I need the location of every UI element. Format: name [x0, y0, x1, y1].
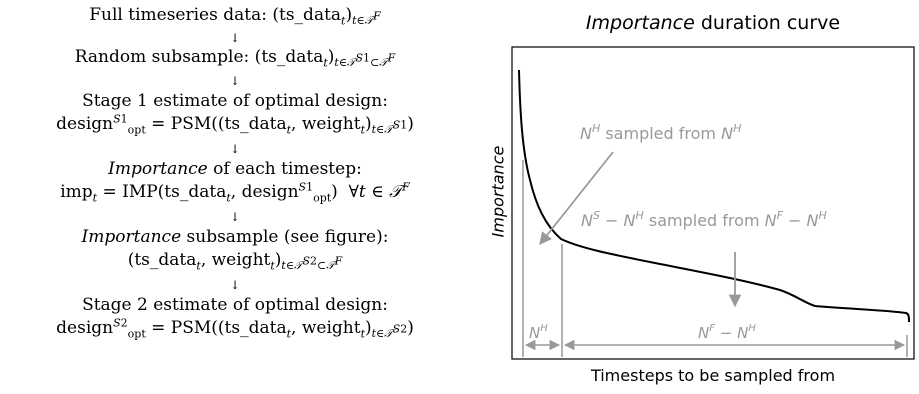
importance-subsample-rest: subsample (see figure):: [181, 227, 389, 247]
step-stage2-heading: Stage 2 estimate of optimal design:: [82, 295, 388, 315]
flow-arrow: ↓: [229, 278, 241, 292]
span-label-nh: NH: [529, 323, 548, 342]
figure-title-rest: duration curve: [694, 12, 841, 34]
importance-rest: of each timestep:: [207, 159, 362, 179]
span-label-nf-nh: NF − NH: [698, 323, 756, 342]
step-importance-heading: Importance of each timestep:: [0, 158, 470, 180]
step-random-subsample: Random subsample: (ts_datat)t∈𝒯S1⊂𝒯F: [74, 47, 396, 70]
flow-arrow: ↓: [229, 31, 241, 45]
importance-duration-figure: Importance duration curve Importance Tim…: [470, 0, 919, 394]
flow-arrow: ↓: [229, 210, 241, 224]
step-full-timeseries: Full timeseries data: (ts_datat)t∈𝒯F: [89, 5, 381, 28]
importance-italic: Importance: [108, 159, 208, 179]
step-stage2-formula: designS2opt = PSM((ts_datat, weightt)t∈𝒯…: [56, 316, 414, 341]
importance-curve: [518, 69, 910, 323]
step-full-timeseries-label: Full timeseries data:: [89, 5, 267, 25]
step-importance-formula: impt = IMP(ts_datat, designS1opt) ∀t ∈ 𝒯…: [60, 180, 410, 205]
step-importance-subsample-formula: (ts_datat, weightt)t∈𝒯S2⊂𝒯F: [127, 250, 343, 273]
step-stage1-formula: designS1opt = PSM((ts_datat, weightt)t∈𝒯…: [56, 112, 414, 137]
step-random-subsample-label: Random subsample:: [74, 47, 250, 67]
figure-xlabel: Timesteps to be sampled from: [590, 366, 836, 385]
plot-frame: [511, 46, 915, 360]
step-importance-subsample-heading: Importance subsample (see figure):: [0, 226, 470, 248]
importance-italic: Importance: [81, 227, 182, 247]
algorithm-flow: Full timeseries data: (ts_datat)t∈𝒯F ↓ R…: [0, 5, 470, 341]
annotation-mid-text: NS − NH sampled from NF − NH: [581, 209, 827, 230]
figure-title: Importance duration curve: [518, 12, 908, 34]
figure-plot: NH sampled from NH NS − NH sampled from …: [511, 46, 915, 360]
flow-arrow: ↓: [229, 74, 241, 88]
annotation-arrow-top: [539, 151, 614, 245]
flow-arrow: ↓: [229, 142, 241, 156]
figure-title-italic: Importance: [585, 12, 695, 34]
annotation-top-text: NH sampled from NH: [580, 122, 741, 143]
step-stage1-heading: Stage 1 estimate of optimal design:: [82, 91, 388, 111]
